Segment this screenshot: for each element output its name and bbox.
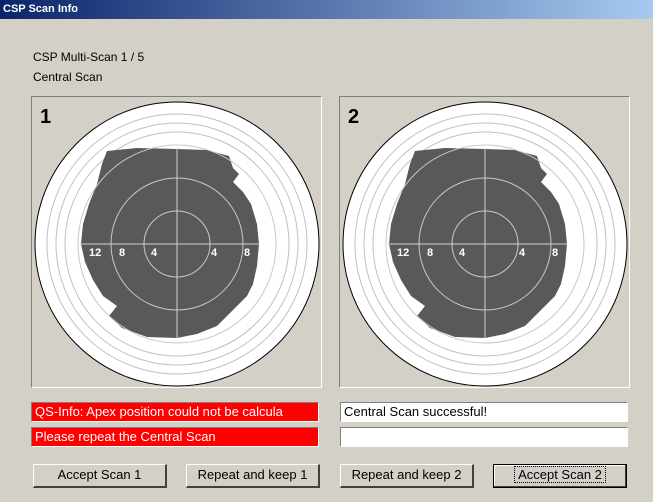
scan-panel: 12 8 4 4 8 2 — [339, 96, 630, 388]
accept-button[interactable]: Accept Scan 2 — [493, 464, 627, 488]
repeat-button[interactable]: Repeat and keep 1 — [186, 464, 320, 488]
info-field: Please repeat the Central Scan — [31, 427, 319, 447]
ring — [363, 122, 607, 366]
axis-label: 4 — [211, 247, 218, 259]
info-field: QS-Info: Apex position could not be calc… — [31, 402, 319, 422]
scan-counter: CSP Multi-Scan 1 / 5 — [33, 50, 145, 64]
polar-plot: 12 8 4 4 8 1 — [34, 101, 320, 387]
axis-label: 12 — [89, 247, 101, 259]
ring — [354, 113, 616, 375]
button-label: Repeat and keep 1 — [197, 467, 308, 482]
ring — [55, 122, 299, 366]
ring — [46, 113, 308, 375]
scan-panel: 12 8 4 4 8 1 — [31, 96, 322, 388]
axis-label: 8 — [552, 247, 558, 259]
axis-label: 4 — [459, 247, 466, 259]
scan-type: Central Scan — [33, 70, 103, 84]
title-bar: CSP Scan Info — [0, 0, 653, 19]
ring — [77, 144, 277, 344]
ring — [372, 131, 598, 357]
ring — [64, 131, 290, 357]
scan-area — [389, 148, 567, 338]
axis-label: 8 — [427, 247, 433, 259]
button-label: Repeat and keep 2 — [351, 467, 462, 482]
repeat-button[interactable]: Repeat and keep 2 — [340, 464, 474, 488]
axis-label: 4 — [151, 247, 158, 259]
info-field: Central Scan successful! — [340, 402, 628, 422]
scan-area — [81, 148, 259, 338]
ring — [385, 144, 585, 344]
axis-label: 4 — [519, 247, 526, 259]
button-label: Accept Scan 2 — [514, 466, 606, 483]
panel-number: 1 — [40, 106, 51, 128]
panel-number: 2 — [348, 106, 359, 128]
button-label: Accept Scan 1 — [57, 467, 142, 482]
info-field — [340, 427, 628, 447]
polar-plot: 12 8 4 4 8 2 — [342, 101, 628, 387]
axis-label: 8 — [244, 247, 250, 259]
accept-button[interactable]: Accept Scan 1 — [33, 464, 167, 488]
axis-label: 8 — [119, 247, 125, 259]
axis-label: 12 — [397, 247, 409, 259]
